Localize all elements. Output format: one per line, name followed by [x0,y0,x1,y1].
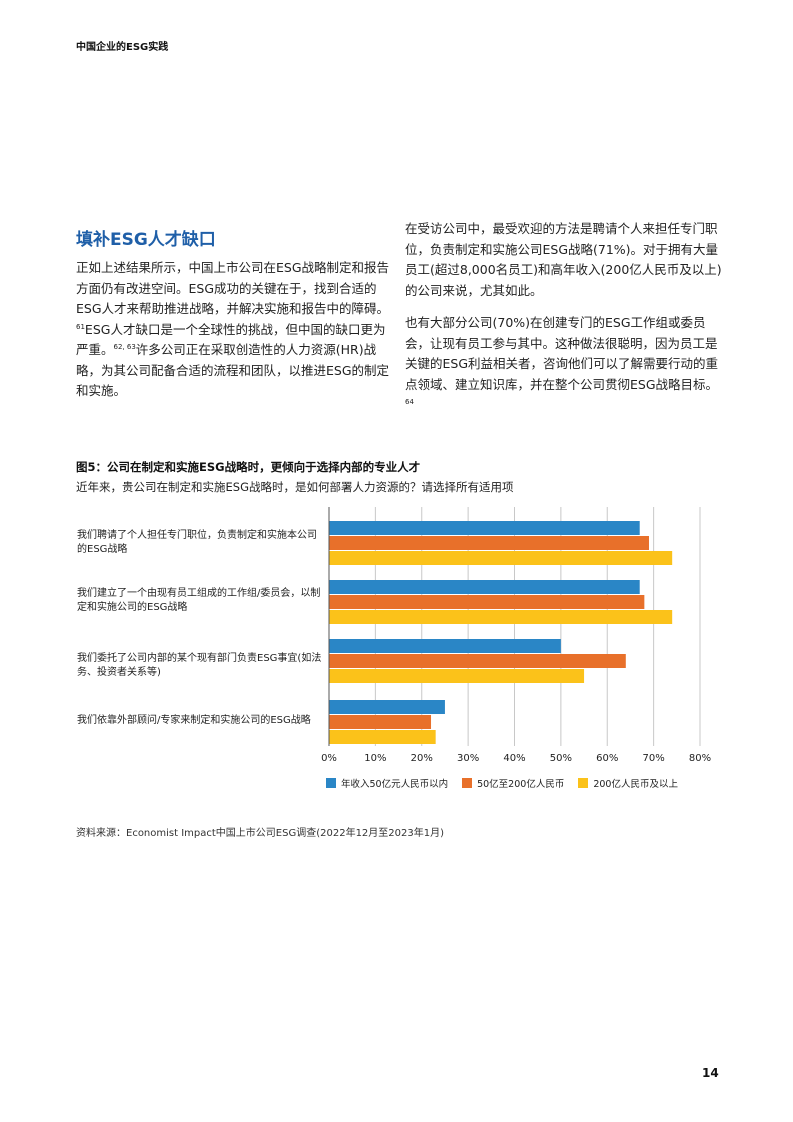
right-paragraph-1: 在受访公司中，最受欢迎的方法是聘请个人来担任专门职位，负责制定和实施公司ESG战… [405,221,722,298]
footnote-ref[interactable]: 61 [76,322,85,331]
bar [329,580,640,594]
bar-chart: 0% 10% 20% 30% 40% 50% 60% 70% 80% [321,507,711,764]
footnote-ref[interactable]: 62, 63 [113,342,136,351]
right-paragraph-2: 也有大部分公司(70%)在创建专门的ESG工作组或委员会，让现有员工参与其中。这… [405,313,725,416]
bar [329,521,640,535]
bar [329,595,645,609]
running-header: 中国企业的ESG实践 [76,42,169,53]
legend-item: 年收入50亿元人民币以内 [326,776,448,790]
left-paragraph: 正如上述结果所示，中国上市公司在ESG战略制定和报告方面仍有改进空间。ESG成功… [76,258,392,402]
left-text-c: 许多公司正在采取创造性的人力资源(HR)战略，为其公司配备合适的流程和团队，以推… [76,342,390,398]
bar [329,536,649,550]
category-label: 我们依靠外部顾问/专家来制定和实施公司的ESG战略 [77,715,311,726]
chart-legend: 年收入50亿元人民币以内 50亿至200亿人民币 200亿人民币及以上 [326,776,678,790]
page-number: 14 [702,1066,719,1080]
right-column: 在受访公司中，最受欢迎的方法是聘请个人来担任专门职位，负责制定和实施公司ESG战… [405,219,725,428]
category-label: 我们建立了一个由现有员工组成的工作组/委员会，以制定和实施公司的ESG战略 [77,588,321,613]
legend-label: 50亿至200亿人民币 [477,779,565,790]
bar [329,730,436,744]
bar [329,654,626,668]
x-tick-label: 10% [364,753,386,764]
legend-item: 50亿至200亿人民币 [462,776,564,790]
legend-swatch [578,778,589,788]
x-tick-label: 70% [643,753,665,764]
legend-swatch [326,778,336,788]
x-tick-label: 60% [596,753,618,764]
x-tick-label: 0% [321,753,337,764]
x-tick-label: 80% [689,753,711,764]
figure-title: 图5：公司在制定和实施ESG战略时，更倾向于选择内部的专业人才 [76,460,421,474]
x-tick-label: 40% [503,753,525,764]
legend-label: 年收入50亿元人民币以内 [341,779,449,790]
bar [329,700,445,714]
source-note: 资料来源：Economist Impact中国上市公司ESG调查(2022年12… [76,828,445,839]
x-tick-label: 30% [457,753,479,764]
category-label: 我们委托了公司内部的某个现有部门负责ESG事宜(如法务、投资者关系等) [77,653,322,678]
bar [329,669,585,683]
left-text-b: ESG人才缺口是一个全球性的挑战，但中国的缺口更为严重。 [76,321,386,358]
bar [329,639,561,653]
x-tick-label: 50% [550,753,572,764]
legend-label: 200亿人民币及以上 [593,779,678,790]
legend-swatch [462,778,473,788]
figure-subtitle: 近年来，贵公司在制定和实施ESG战略时，是如何部署人力资源的？请选择所有适用项 [76,480,514,494]
section-title: 填补ESG人才缺口 [76,230,216,250]
left-text-a: 正如上述结果所示，中国上市公司在ESG战略制定和报告方面仍有改进空间。ESG成功… [76,260,390,316]
bar [329,551,673,565]
right-text-a: 也有大部分公司(70%)在创建专门的ESG工作组或委员会，让现有员工参与其中。这… [405,315,719,392]
category-label: 我们聘请了个人担任专门职位，负责制定和实施本公司的ESG战略 [77,530,317,555]
legend-item: 200亿人民币及以上 [578,776,678,790]
left-column: 正如上述结果所示，中国上市公司在ESG战略制定和报告方面仍有改进空间。ESG成功… [76,258,392,414]
footnote-ref[interactable]: 64 [405,397,414,406]
bar [329,715,432,729]
bar [329,610,673,624]
x-tick-label: 20% [411,753,433,764]
